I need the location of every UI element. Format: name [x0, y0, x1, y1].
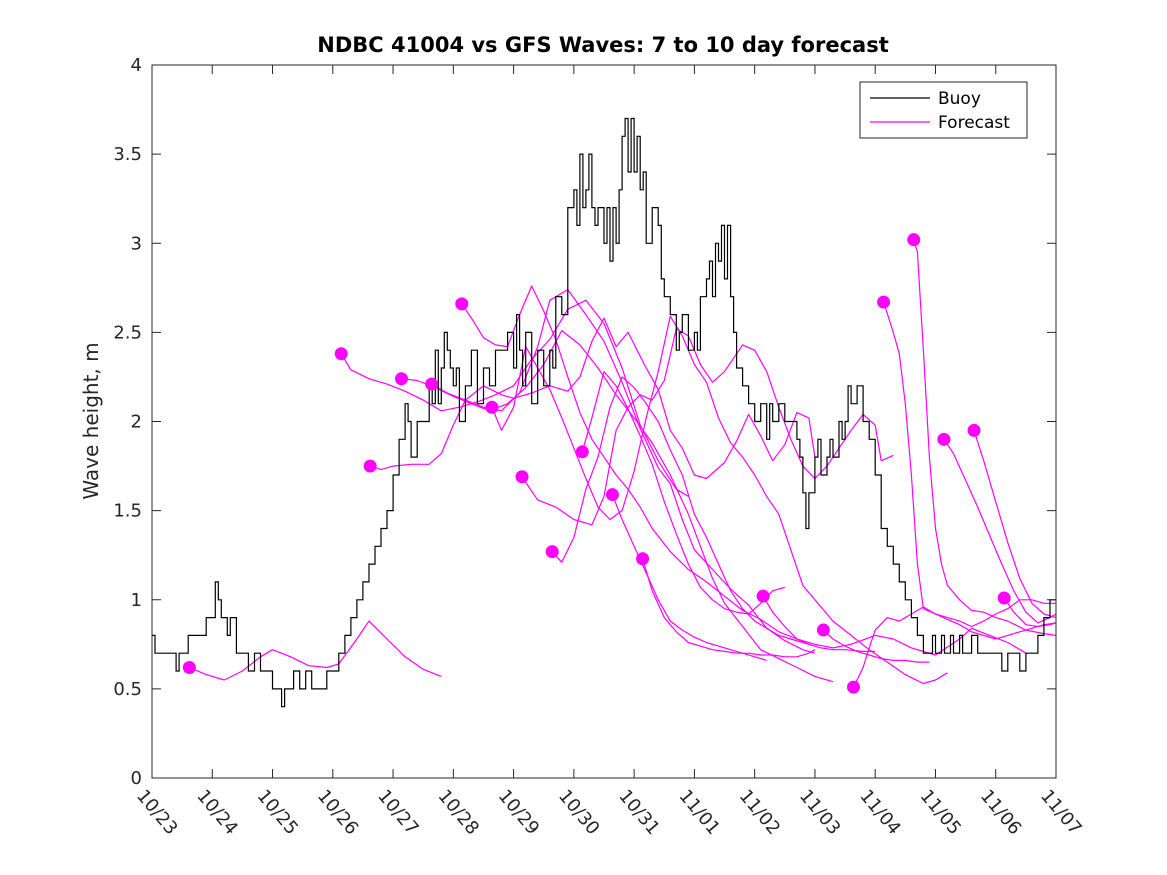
forecast-start-marker-1 — [334, 347, 348, 361]
x-tick-label: 10/23 — [132, 786, 181, 839]
forecast-start-marker-5 — [455, 297, 469, 311]
y-tick-label: 1 — [131, 590, 142, 611]
forecast-line-2 — [370, 317, 816, 480]
forecast-line-16 — [913, 239, 1056, 636]
forecast-line-13 — [822, 629, 930, 663]
forecast-start-marker-7 — [515, 470, 529, 484]
forecast-line-17 — [943, 438, 1056, 624]
plot-background — [152, 65, 1056, 778]
forecast-start-marker-15 — [877, 295, 891, 309]
y-tick-label: 4 — [131, 55, 142, 76]
forecast-start-marker-11 — [636, 552, 650, 566]
y-tick-label: 2 — [131, 412, 142, 433]
x-tick-label: 11/05 — [916, 786, 965, 839]
forecast-start-marker-12 — [756, 589, 770, 603]
forecast-line-19 — [1003, 597, 1056, 628]
y-tick-label: 3 — [131, 233, 142, 254]
forecast-line-14 — [852, 599, 1056, 688]
buoy-line — [152, 117, 1056, 708]
forecast-start-marker-16 — [907, 233, 921, 247]
x-tick-label: 11/02 — [735, 786, 784, 839]
forecast-start-marker-10 — [605, 488, 619, 502]
forecast-line-8 — [551, 376, 816, 647]
chart-title: NDBC 41004 vs GFS Waves: 7 to 10 day for… — [317, 33, 888, 57]
forecast-start-marker-17 — [937, 432, 951, 446]
x-tick-label: 10/28 — [434, 786, 483, 839]
y-axis-label: Wave height, m — [79, 342, 103, 499]
forecast-start-marker-19 — [997, 591, 1011, 605]
forecast-start-marker-14 — [847, 680, 861, 694]
y-tick-label: 1.5 — [113, 501, 142, 522]
forecast-line-11 — [642, 558, 816, 658]
y-tick-label: 2.5 — [113, 322, 142, 343]
x-tick-label: 11/06 — [976, 786, 1025, 839]
x-tick-label: 10/31 — [614, 786, 663, 839]
forecast-start-marker-13 — [816, 623, 830, 637]
x-tick-label: 11/03 — [795, 786, 844, 839]
forecast-start-marker-3 — [395, 372, 409, 386]
legend-box — [859, 81, 1028, 139]
forecast-start-marker-18 — [967, 423, 981, 437]
x-tick-label: 10/25 — [253, 786, 302, 839]
forecast-line-5 — [461, 285, 1027, 656]
forecast-start-marker-6 — [485, 400, 499, 414]
x-tick-label: 11/04 — [855, 786, 904, 839]
forecast-line-6 — [491, 315, 948, 685]
forecast-line-4 — [431, 289, 816, 654]
forecast-line-7 — [521, 328, 894, 526]
x-tick-label: 10/30 — [554, 786, 603, 839]
series-group — [152, 117, 1056, 708]
x-tick-label: 11/01 — [675, 786, 724, 839]
forecast-start-marker-2 — [363, 459, 377, 473]
x-tick-label: 10/29 — [494, 786, 543, 839]
x-tick-label: 10/24 — [192, 786, 241, 839]
legend-forecast-label: Forecast — [938, 113, 1010, 133]
x-tick-label: 11/07 — [1036, 786, 1085, 839]
x-tick-label: 10/27 — [373, 786, 422, 839]
plot-area — [151, 64, 1057, 779]
forecast-start-marker-4 — [425, 377, 439, 391]
forecast-line-0 — [189, 620, 442, 681]
y-tick-label: 0 — [131, 768, 142, 789]
y-tick-label: 0.5 — [113, 679, 142, 700]
forecast-line-1 — [340, 299, 689, 497]
forecast-start-marker-0 — [182, 660, 196, 674]
forecast-line-3 — [401, 330, 834, 683]
legend-buoy-label: Buoy — [938, 89, 981, 109]
y-axis: 0 0.5 1 1.5 2 2.5 3 3.5 4 — [113, 55, 1056, 789]
forecast-line-15 — [883, 301, 1056, 640]
y-tick-label: 3.5 — [113, 144, 142, 165]
x-tick-label: 10/26 — [313, 786, 362, 839]
forecast-start-marker-8 — [545, 545, 559, 559]
legend: Buoy Forecast — [859, 81, 1028, 139]
forecast-line-9 — [581, 371, 785, 615]
forecast-start-marker-9 — [575, 445, 589, 459]
forecast-line-18 — [973, 430, 1056, 619]
